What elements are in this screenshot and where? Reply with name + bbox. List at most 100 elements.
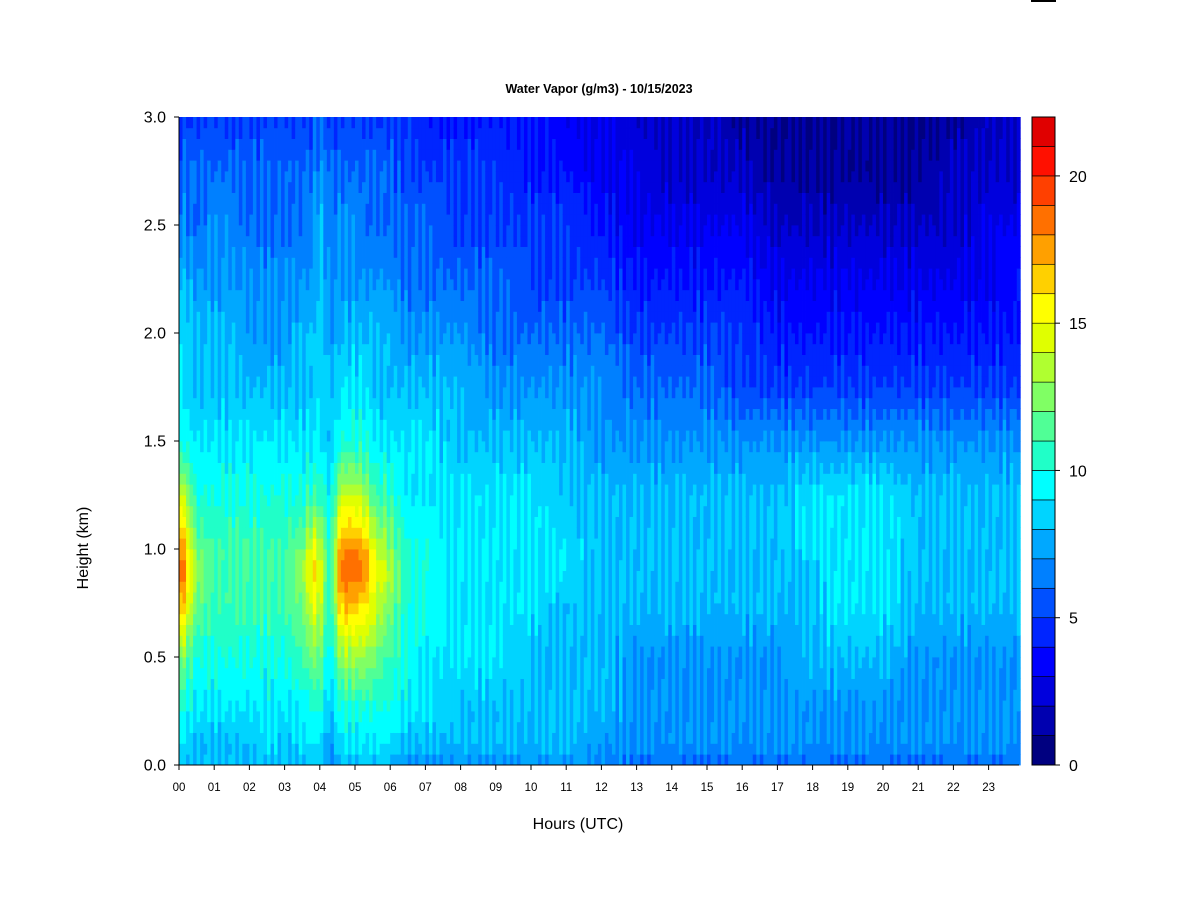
- heatmap-cell: [340, 700, 345, 712]
- heatmap-cell: [330, 743, 335, 755]
- heatmap-cell: [291, 538, 296, 550]
- heatmap-cell: [316, 559, 321, 571]
- heatmap-cell: [443, 246, 447, 258]
- heatmap-cell: [298, 603, 303, 615]
- heatmap-cell: [372, 689, 377, 701]
- heatmap-cell: [351, 484, 356, 496]
- heatmap-cell: [471, 678, 476, 690]
- heatmap-cell: [397, 192, 402, 204]
- heatmap-cell: [390, 311, 395, 323]
- heatmap-cell: [464, 613, 469, 625]
- heatmap-cell: [214, 667, 219, 679]
- heatmap-cell: [400, 235, 405, 247]
- heatmap-cell: [312, 127, 317, 139]
- heatmap-cell: [214, 441, 219, 453]
- heatmap-cell: [316, 192, 321, 204]
- heatmap-cell: [203, 235, 208, 247]
- heatmap-cell: [428, 246, 433, 258]
- heatmap-cell: [267, 538, 271, 550]
- heatmap-cell: [186, 235, 190, 247]
- heatmap-cell: [302, 743, 307, 755]
- heatmap-cell: [428, 678, 433, 690]
- heatmap-cell: [179, 289, 183, 301]
- heatmap-cell: [235, 592, 240, 604]
- heatmap-cell: [428, 754, 433, 766]
- heatmap-cell: [425, 311, 430, 323]
- heatmap-cell: [372, 354, 377, 366]
- heatmap-cell: [295, 603, 300, 615]
- heatmap-cell: [291, 462, 296, 474]
- heatmap-cell: [224, 603, 229, 615]
- heatmap-cell: [319, 246, 324, 258]
- heatmap-cell: [256, 225, 261, 237]
- heatmap-cell: [274, 419, 278, 431]
- heatmap-cell: [214, 160, 219, 172]
- heatmap-cell: [277, 646, 282, 658]
- heatmap-cell: [337, 570, 342, 582]
- heatmap-cell: [316, 397, 321, 409]
- heatmap-cell: [235, 257, 240, 269]
- heatmap-cell: [457, 581, 461, 593]
- heatmap-cell: [228, 257, 233, 269]
- heatmap-cell: [435, 646, 440, 658]
- heatmap-cell: [376, 570, 381, 582]
- heatmap-cell: [421, 343, 426, 355]
- heatmap-cell: [425, 279, 430, 291]
- heatmap-cell: [210, 225, 215, 237]
- heatmap-cell: [347, 430, 352, 442]
- heatmap-cell: [400, 484, 405, 496]
- heatmap-cell: [446, 181, 451, 193]
- heatmap-cell: [372, 149, 377, 161]
- heatmap-cell: [386, 279, 391, 291]
- heatmap-cell: [196, 160, 201, 172]
- heatmap-cell: [347, 397, 352, 409]
- heatmap-cell: [179, 635, 183, 647]
- heatmap-cell: [228, 203, 233, 215]
- heatmap-cell: [362, 581, 366, 593]
- heatmap-cell: [284, 149, 289, 161]
- heatmap-cell: [288, 473, 293, 485]
- heatmap-cell: [383, 117, 388, 129]
- heatmap-cell: [189, 322, 194, 334]
- heatmap-cell: [305, 657, 310, 669]
- heatmap-cell: [344, 149, 349, 161]
- heatmap-cell: [443, 743, 447, 755]
- heatmap-cell: [267, 570, 271, 582]
- heatmap-cell: [355, 678, 359, 690]
- heatmap-cell: [369, 711, 373, 723]
- heatmap-cell: [351, 268, 356, 280]
- heatmap-cell: [203, 214, 208, 226]
- heatmap-cell: [217, 268, 222, 280]
- heatmap-cell: [407, 127, 412, 139]
- heatmap-cell: [390, 343, 395, 355]
- heatmap-cell: [193, 538, 197, 550]
- heatmap-cell: [210, 657, 215, 669]
- heatmap-cell: [270, 246, 275, 258]
- heatmap-cell: [386, 246, 391, 258]
- heatmap-cell: [414, 138, 419, 150]
- heatmap-cell: [200, 257, 205, 269]
- heatmap-cell: [200, 343, 205, 355]
- heatmap-cell: [344, 408, 349, 420]
- heatmap-cell: [252, 268, 257, 280]
- heatmap-cell: [200, 689, 205, 701]
- heatmap-cell: [344, 462, 349, 474]
- heatmap-cell: [217, 451, 222, 463]
- heatmap-cell: [302, 549, 307, 561]
- heatmap-cell: [249, 538, 254, 550]
- heatmap-cell: [397, 289, 402, 301]
- heatmap-cell: [270, 117, 275, 129]
- heatmap-cell: [305, 343, 310, 355]
- heatmap-cell: [298, 657, 303, 669]
- heatmap-cell: [418, 678, 423, 690]
- heatmap-cell: [207, 333, 212, 345]
- heatmap-cell: [435, 376, 440, 388]
- heatmap-cell: [316, 160, 321, 172]
- heatmap-cell: [284, 214, 289, 226]
- heatmap-cell: [200, 721, 205, 733]
- heatmap-cell: [295, 160, 300, 172]
- heatmap-cell: [224, 570, 229, 582]
- heatmap-cell: [428, 408, 433, 420]
- heatmap-cell: [295, 268, 300, 280]
- heatmap-cell: [340, 527, 345, 539]
